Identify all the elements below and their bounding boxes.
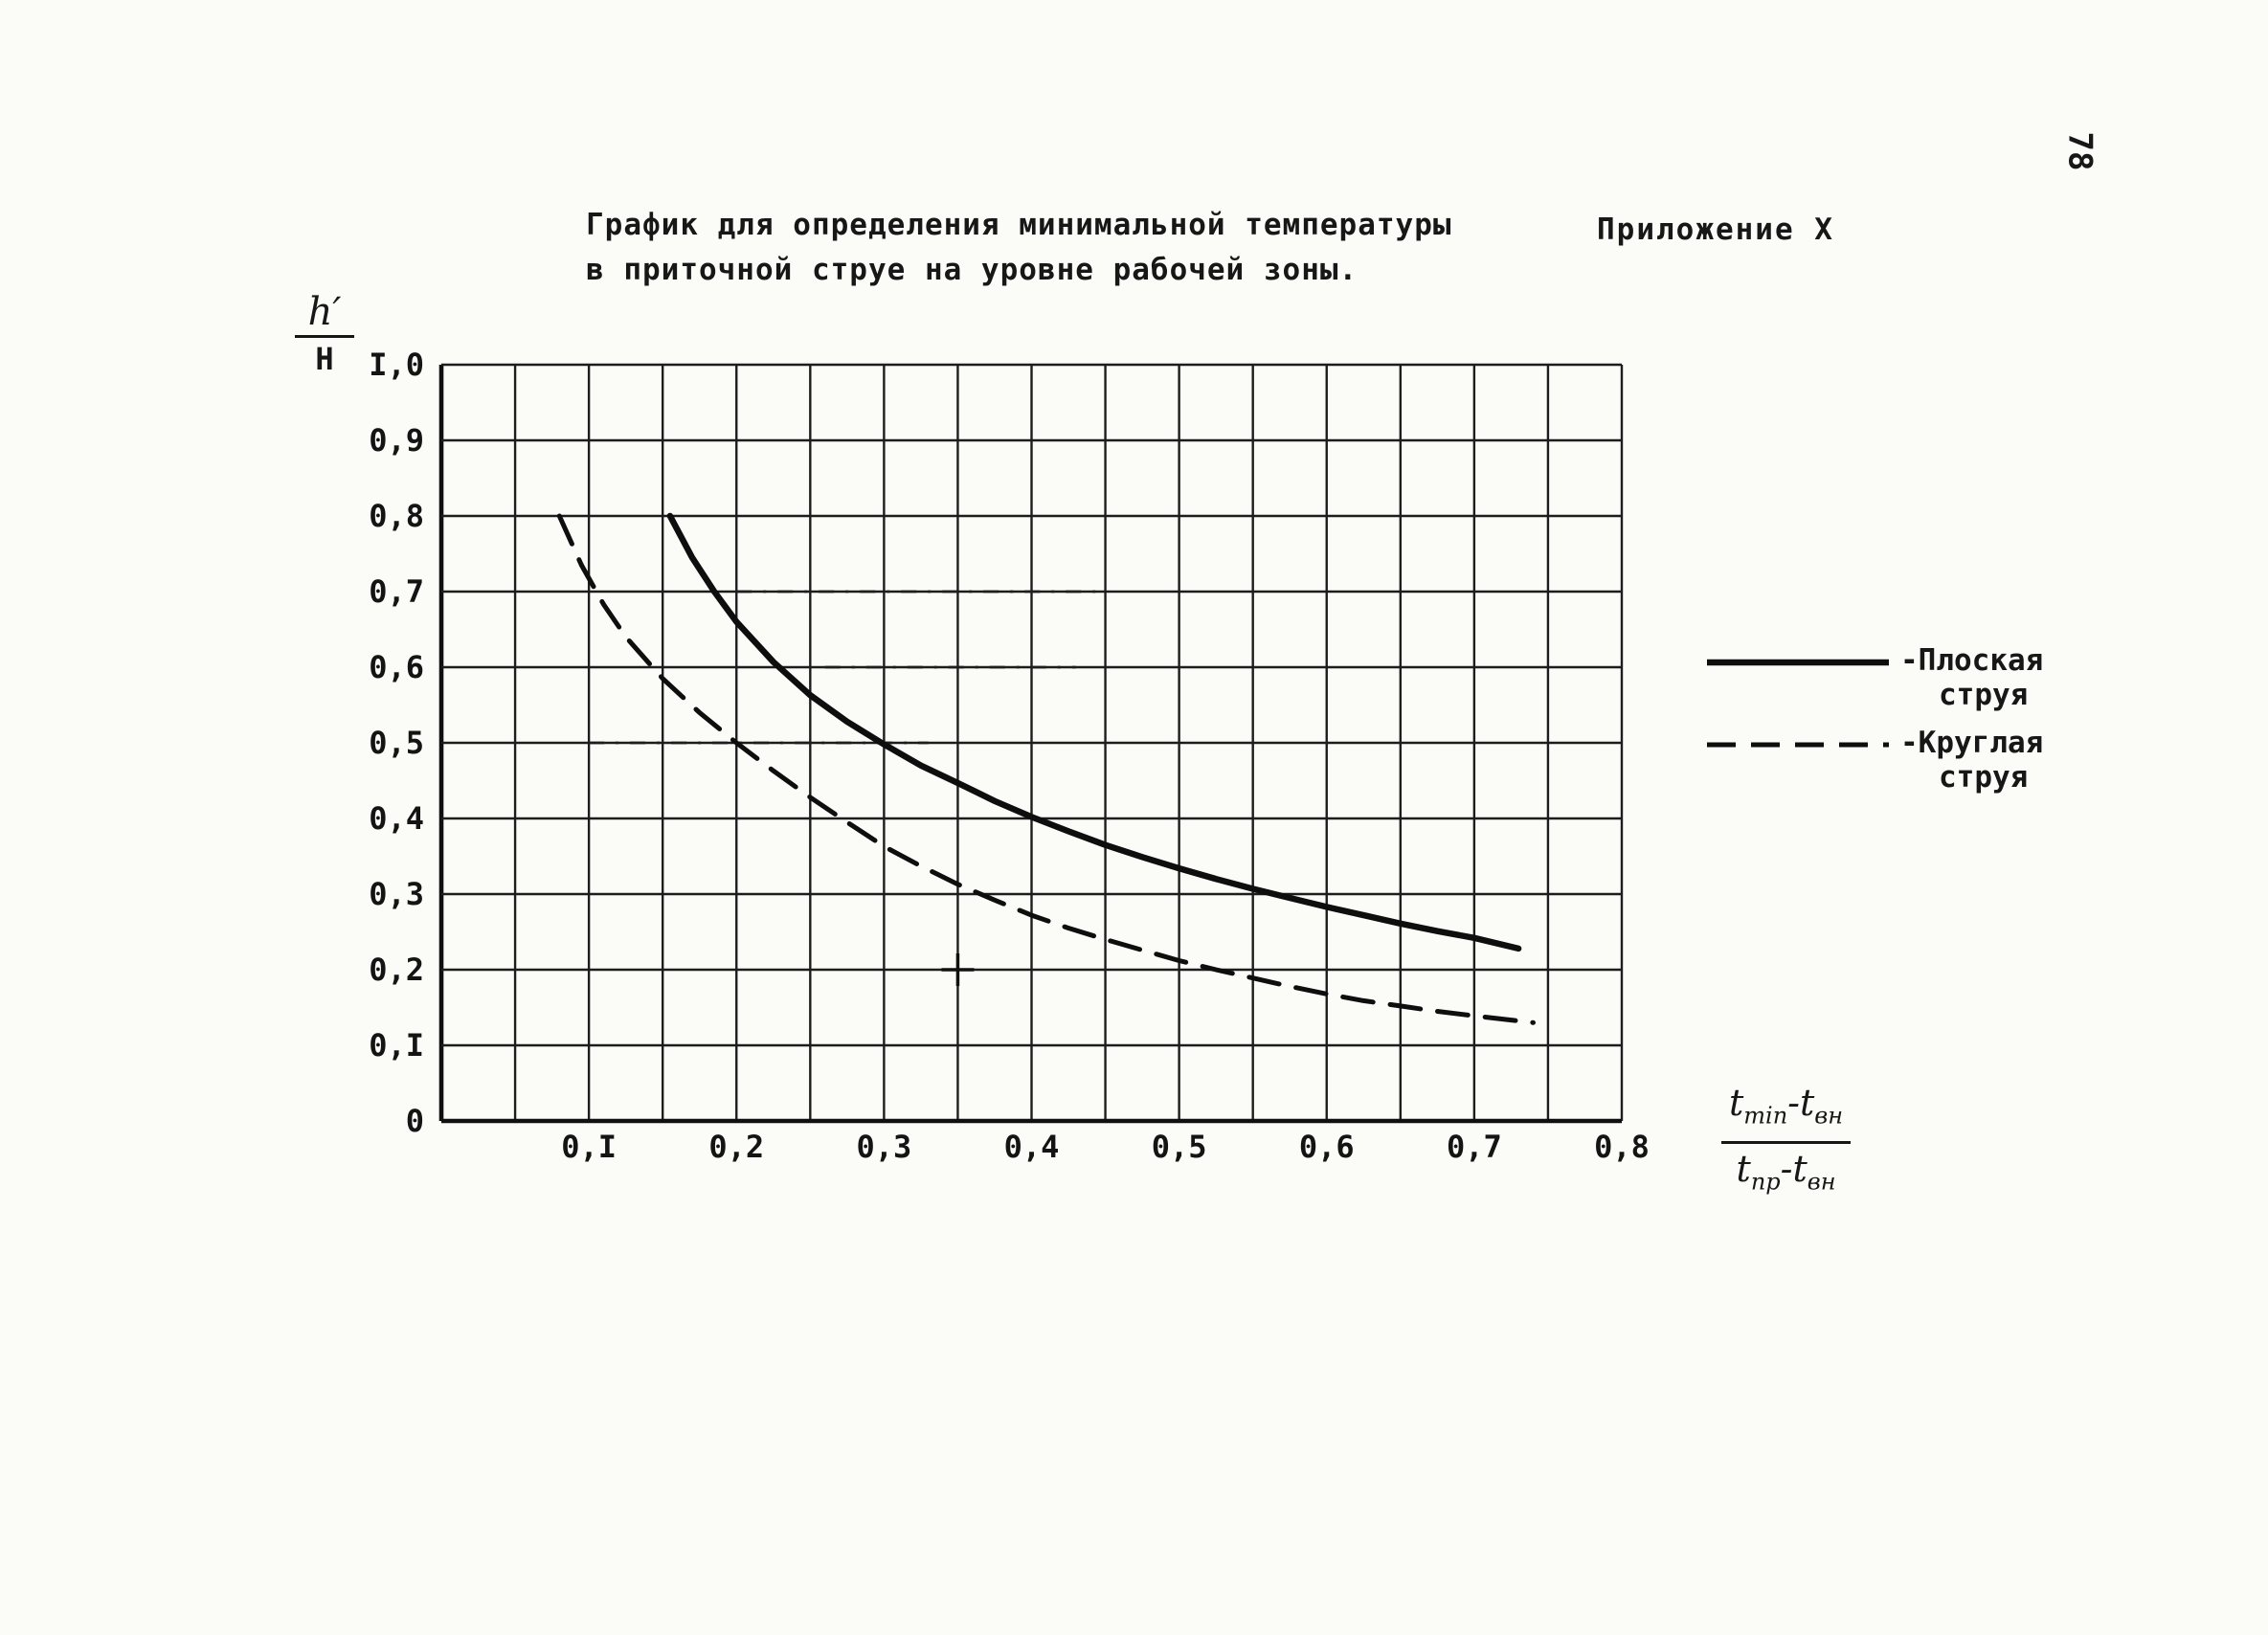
- x-axis-label: tmin-tвн tпр-tвн: [1721, 1082, 1852, 1203]
- x-tick-label: 0,7: [1447, 1129, 1502, 1165]
- t-subscript: вн: [1814, 1102, 1844, 1130]
- y-tick-label: 0,7: [369, 573, 424, 610]
- legend-label-line2: струя: [1939, 760, 2029, 795]
- x-tick-label: 0,4: [1004, 1129, 1060, 1165]
- y-tick-label: 0,I: [369, 1027, 424, 1064]
- x-axis-label-denominator: tпр-tвн: [1721, 1144, 1851, 1203]
- y-tick-label: 0,5: [369, 725, 424, 761]
- legend-item-round-jet: -Круглая струя: [1707, 726, 2043, 795]
- legend-label-line1: -Круглая: [1900, 726, 2044, 760]
- series-round-jet: [556, 513, 1536, 1025]
- chart-title-line2: в приточной струе на уровне рабочей зоны…: [586, 253, 1359, 287]
- t-subscript: пр: [1750, 1168, 1781, 1196]
- solid-line-sample: [1707, 659, 1889, 666]
- t-subscript: min: [1743, 1102, 1788, 1130]
- t-symbol: t: [1729, 1082, 1744, 1124]
- x-tick-label: 0,I: [561, 1129, 617, 1165]
- x-tick-label: 0,5: [1152, 1129, 1207, 1165]
- series-flat-jet: [666, 512, 1522, 952]
- legend-item-flat-jet: -Плоская струя: [1707, 643, 2043, 712]
- page-number: 78: [2060, 131, 2100, 171]
- chart-plot-area: 0,I 0,2 0,3 0,4 0,5 0,6 0,7 0,8 0 0,I 0,2 0,3 0,4 0,5…: [369, 347, 1650, 1165]
- t-symbol: t: [1792, 1147, 1808, 1190]
- chart-legend: -Плоская струя -Круглая струя: [1707, 643, 2043, 808]
- x-tick-label: 0,6: [1299, 1129, 1355, 1165]
- minus-sign: -: [1780, 1147, 1793, 1190]
- y-tick-label: 0,3: [369, 876, 424, 912]
- legend-label-line2: струя: [1939, 678, 2029, 712]
- y-tick-label: 0,8: [369, 498, 424, 534]
- t-symbol: t: [1800, 1082, 1815, 1124]
- t-subscript: вн: [1807, 1168, 1836, 1196]
- legend-label-round-jet: -Круглая струя: [1900, 726, 2043, 795]
- x-tick-label: 0,2: [708, 1129, 764, 1165]
- y-axis-label-numerator: h′: [295, 291, 354, 338]
- appendix-label: Приложение X: [1597, 213, 1834, 247]
- y-tick-label: 0,4: [369, 800, 424, 837]
- chart-title: График для определения минимальной темпе…: [586, 203, 1452, 293]
- t-symbol: t: [1736, 1147, 1751, 1190]
- x-tick-label: 0,8: [1594, 1129, 1650, 1165]
- legend-label-flat-jet: -Плоская струя: [1900, 643, 2043, 712]
- x-tick-label: 0,3: [856, 1129, 911, 1165]
- y-tick-label: 0: [406, 1103, 424, 1139]
- y-tick-label: 0,2: [369, 952, 424, 988]
- y-axis-label: h′ Н: [295, 291, 354, 377]
- dashed-line-sample: [1707, 742, 1889, 748]
- y-tick-label: 0,6: [369, 649, 424, 685]
- y-axis-label-denominator: Н: [315, 341, 334, 377]
- chart-title-line1: График для определения минимальной темпе…: [586, 208, 1452, 242]
- minus-sign: -: [1787, 1082, 1801, 1124]
- y-tick-label: 0,9: [369, 422, 424, 459]
- legend-label-line1: -Плоская: [1900, 643, 2044, 678]
- x-axis-label-numerator: tmin-tвн: [1721, 1082, 1852, 1144]
- y-tick-label: I,0: [369, 347, 424, 383]
